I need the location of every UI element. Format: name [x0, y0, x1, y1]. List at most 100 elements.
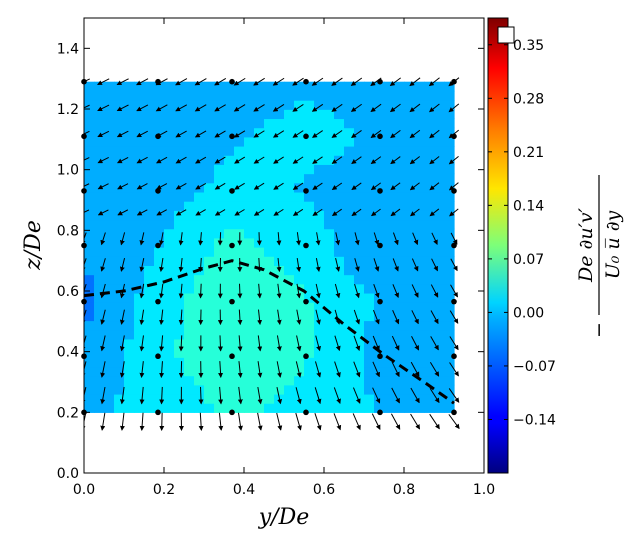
contour-cell	[414, 256, 425, 266]
measurement-point	[451, 409, 457, 416]
contour-cell	[294, 237, 305, 248]
contour-cell	[244, 366, 255, 377]
contour-cell	[254, 201, 265, 211]
contour-cell	[424, 228, 435, 239]
contour-cell	[274, 403, 285, 413]
contour-cell	[404, 338, 415, 349]
contour-cell	[304, 274, 315, 285]
contour-cell	[204, 81, 215, 92]
contour-cell	[194, 219, 205, 230]
contour-cell	[374, 320, 385, 331]
contour-cell	[274, 384, 285, 395]
contour-cell	[324, 90, 335, 101]
contour-cell	[434, 283, 445, 294]
vector-arrow	[276, 361, 282, 378]
contour-cell	[244, 219, 255, 230]
contour-cell	[364, 265, 375, 276]
contour-cell	[274, 247, 285, 257]
vector-arrow	[276, 387, 283, 405]
contour-cell	[294, 247, 305, 257]
contour-cell	[444, 136, 455, 147]
contour-cell	[294, 164, 305, 175]
vector-arrow	[214, 104, 226, 112]
contour-cell	[404, 118, 415, 129]
contour-cell	[114, 228, 125, 239]
contour-cell	[404, 90, 415, 101]
measurement-point	[377, 409, 383, 416]
contour-cell	[374, 210, 385, 221]
vector-arrow	[84, 78, 90, 83]
contour-cell	[444, 265, 455, 276]
contour-cell	[134, 201, 145, 211]
contour-cell	[364, 338, 375, 349]
contour-cell	[414, 201, 425, 211]
vector-arrow	[410, 387, 420, 404]
contour-cell	[144, 384, 155, 395]
contour-cell	[404, 283, 415, 294]
contour-cell	[214, 256, 225, 266]
contour-cell	[344, 191, 355, 202]
contour-cell	[284, 136, 295, 147]
contour-cell	[324, 182, 335, 193]
contour-cell	[404, 311, 415, 322]
vector-arrow	[257, 412, 263, 431]
contour-cell	[404, 292, 415, 303]
contour-cell	[254, 219, 265, 230]
vector-arrow	[159, 386, 165, 405]
measurement-point	[303, 353, 309, 360]
contour-cell	[434, 366, 445, 377]
contour-cell	[414, 164, 425, 175]
contour-cell	[174, 384, 185, 395]
contour-cell	[104, 191, 115, 202]
measurement-point	[303, 242, 309, 249]
vector-arrow	[253, 130, 265, 138]
contour-cell	[94, 393, 105, 404]
contour-cell	[364, 145, 375, 156]
vector-arrow	[429, 129, 440, 139]
contour-cell	[114, 265, 125, 276]
contour-cell	[154, 348, 165, 358]
contour-cell	[224, 366, 235, 377]
vector-arrow	[84, 209, 90, 213]
contour-field	[84, 81, 455, 413]
contour-cell	[134, 100, 145, 110]
vector-arrow	[175, 130, 187, 138]
contour-cell	[84, 302, 95, 312]
contour-cell	[184, 292, 195, 303]
contour-cell	[154, 375, 165, 386]
contour-cell	[174, 81, 185, 92]
contour-cell	[134, 274, 145, 285]
contour-cell	[294, 375, 305, 386]
contour-cell	[324, 164, 335, 175]
contour-cell	[104, 100, 115, 110]
x-tick-label: 1.0	[473, 482, 495, 498]
contour-cell	[244, 109, 255, 120]
contour-cell	[224, 81, 235, 92]
contour-cell	[284, 109, 295, 120]
contour-cell	[124, 302, 135, 312]
contour-cell	[324, 338, 335, 349]
vector-arrow	[392, 309, 400, 325]
contour-cell	[324, 357, 335, 368]
contour-cell	[244, 393, 255, 404]
contour-cell	[154, 191, 165, 202]
contour-cell	[384, 311, 395, 322]
contour-cell	[264, 182, 275, 193]
contour-cell	[124, 90, 135, 101]
contour-cell	[394, 283, 405, 294]
contour-cell	[444, 311, 455, 322]
contour-cell	[384, 302, 395, 312]
contour-cell	[424, 366, 435, 377]
contour-cell	[144, 219, 155, 230]
contour-cell	[384, 164, 395, 175]
contour-cell	[184, 182, 195, 193]
contour-cell	[104, 375, 115, 386]
contour-cell	[94, 366, 105, 377]
contour-cell	[344, 247, 355, 257]
x-axis: 0.0 0.2 0.4 0.6 0.8 1.0	[73, 18, 495, 498]
contour-cell	[304, 283, 315, 294]
contour-cell	[254, 403, 265, 413]
contour-cell	[304, 100, 315, 110]
contour-cell	[84, 155, 95, 165]
contour-cell	[314, 283, 325, 294]
